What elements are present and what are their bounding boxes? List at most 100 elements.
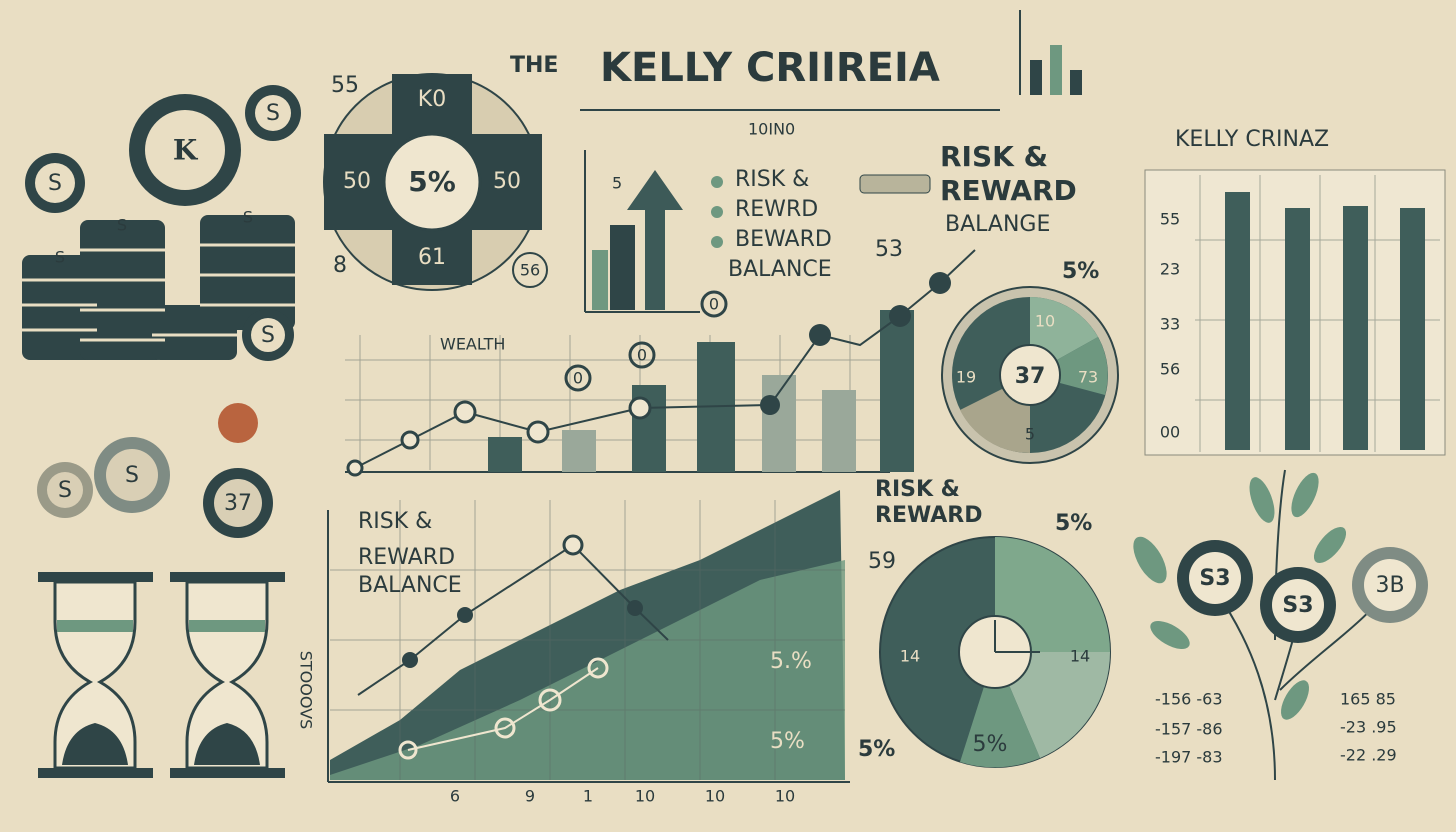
- wheel-label: 50: [343, 169, 371, 194]
- growth-item: REWRD: [735, 197, 818, 222]
- stack-shape: [152, 305, 237, 360]
- wealth-pie: 10 19 37 73 5: [941, 286, 1119, 464]
- wealth-chart-shape-shape: [453, 400, 477, 424]
- wealth-chart-shape-shape: [346, 459, 364, 477]
- hourglasses-shape: [38, 572, 153, 582]
- risk-reward-line: REWARD: [940, 174, 1077, 207]
- wealth-pie-shape: [1030, 337, 1108, 395]
- risk-reward-line: RISK &: [940, 140, 1048, 173]
- title-prefix: THE: [510, 53, 558, 78]
- balance-chart-shape-shape: [457, 607, 473, 623]
- growth-panel-shape-shape: [711, 236, 723, 248]
- stack: [22, 215, 295, 360]
- bar-panel-shape: [1400, 208, 1425, 450]
- kelly-wheel-shape: [382, 132, 482, 232]
- chip-label: S: [266, 101, 280, 126]
- money-tree-shape-shape: [1281, 680, 1309, 720]
- wealth-chart-shape: [564, 364, 592, 392]
- risk-pie: RISK & REWARD 5% 59 5% 14 14 5%: [858, 477, 1111, 768]
- hourglasses-shape: [170, 768, 285, 778]
- balance-x-tick: 10: [705, 787, 725, 806]
- balance-chart-shape: [330, 560, 845, 780]
- chip-label: S: [125, 463, 139, 488]
- balance-value: 5.%: [770, 649, 812, 674]
- chip-label: S: [117, 216, 127, 235]
- balance-x-tick: 9: [525, 787, 535, 806]
- money-tree-shape-shape: [1133, 536, 1167, 584]
- bar-tick-label: 00: [1160, 423, 1180, 442]
- risk-reward-sub: BALANGE: [945, 212, 1050, 237]
- chips-mid-shape: [214, 479, 262, 527]
- risk-pie-shape: [995, 537, 1110, 652]
- chip-label: S: [243, 208, 253, 227]
- pie-label: 19: [956, 368, 976, 387]
- title-main: KELLY CRIIREIA: [600, 45, 940, 91]
- pie-label: 5: [1025, 425, 1035, 444]
- bar-tick-label: 33: [1160, 315, 1180, 334]
- wealth-label: WEALTH: [440, 335, 505, 354]
- tree-number: -23 .95: [1340, 718, 1397, 737]
- balance-line: RISK &: [358, 509, 432, 534]
- wealth-chart-shape-shape: [889, 305, 911, 327]
- growth-item: BALANCE: [728, 257, 832, 282]
- growth-panel-shape: [610, 225, 635, 310]
- risk-pie-shape: [960, 652, 1040, 768]
- risk-pie-shape: [995, 652, 1110, 758]
- tree-number: -22 .29: [1340, 746, 1397, 765]
- risk-reward-top-shape: [859, 174, 931, 194]
- risk-pie-label: 14: [1070, 647, 1090, 666]
- chip-label: S: [58, 478, 72, 503]
- pie-label: 73: [1078, 368, 1098, 387]
- wealth-pie-shape: [999, 344, 1061, 406]
- wealth-chart-shape-shape: [526, 420, 550, 444]
- balance-x-tick: 10: [635, 787, 655, 806]
- tree-number: -197 -83: [1155, 748, 1223, 767]
- risk-pie-label: 59: [868, 549, 896, 574]
- wealth-chip: 0: [573, 369, 583, 388]
- balance-chart-shape: [562, 534, 584, 556]
- growth-panel: 10IN0 5 RISK & REWRD BEWARD BALANCE: [584, 120, 832, 313]
- tree-number: -156 -63: [1155, 690, 1223, 709]
- wealth-chip: 0: [637, 346, 647, 365]
- wealth-chart-shape-shape: [809, 324, 831, 346]
- money-tree-shape-shape: [1313, 526, 1347, 564]
- chip-label: S: [55, 248, 65, 267]
- bar-panel: KELLY CRINAZ 55 23 33 56 00: [1144, 127, 1446, 456]
- risk-pie-line: REWARD: [875, 503, 982, 528]
- money-tree-shape: [1133, 472, 1347, 720]
- balance-ylabel: STOOOVS: [297, 651, 316, 730]
- hourglasses: [38, 572, 285, 778]
- chip-label: S: [48, 171, 62, 196]
- stack-shape: [22, 243, 295, 342]
- chip-label: K: [173, 134, 199, 167]
- pie-label: 10: [1035, 312, 1055, 331]
- chip-stacks-shape: [35, 163, 75, 203]
- wheel-label: 8: [333, 253, 347, 278]
- money-tree-shape: [1364, 559, 1416, 611]
- growth-panel-shape-shape: [711, 176, 723, 188]
- hourglasses-shape: [38, 768, 153, 778]
- growth-panel-shape: [627, 170, 683, 310]
- risk-pie-label: 5%: [858, 737, 895, 762]
- wealth-chart-shape-shape: [400, 430, 420, 450]
- wealth-chart-shape-shape: [562, 430, 596, 472]
- bar-panel-shape: [1285, 208, 1310, 450]
- wheel-label: 56: [520, 261, 540, 280]
- wealth-chart-shape-shape: [628, 396, 652, 420]
- wealth-chart-shape: [488, 310, 914, 472]
- growth-panel-shape: [592, 250, 608, 310]
- hourglasses-shape: [170, 572, 285, 582]
- balance-chart: RISK & REWARD BALANCE STOOOVS 5.% 5% 6 9…: [297, 490, 850, 806]
- hourglasses-shape: [62, 723, 128, 765]
- pie-label: 37: [1015, 364, 1046, 389]
- balance-chart-shape: [402, 600, 643, 668]
- bar-panel-title: KELLY CRINAZ: [1175, 127, 1329, 152]
- wealth-chart-shape-shape: [822, 390, 856, 472]
- risk-reward-top-shape: [1070, 70, 1082, 95]
- chip-stacks-shape: [255, 95, 291, 131]
- stack-shape: [80, 220, 165, 360]
- risk-reward-top-shape: [1050, 45, 1062, 95]
- wheel-center: 5%: [408, 165, 456, 198]
- balance-x-tick: 6: [450, 787, 460, 806]
- chips-mid-shape: [218, 403, 258, 443]
